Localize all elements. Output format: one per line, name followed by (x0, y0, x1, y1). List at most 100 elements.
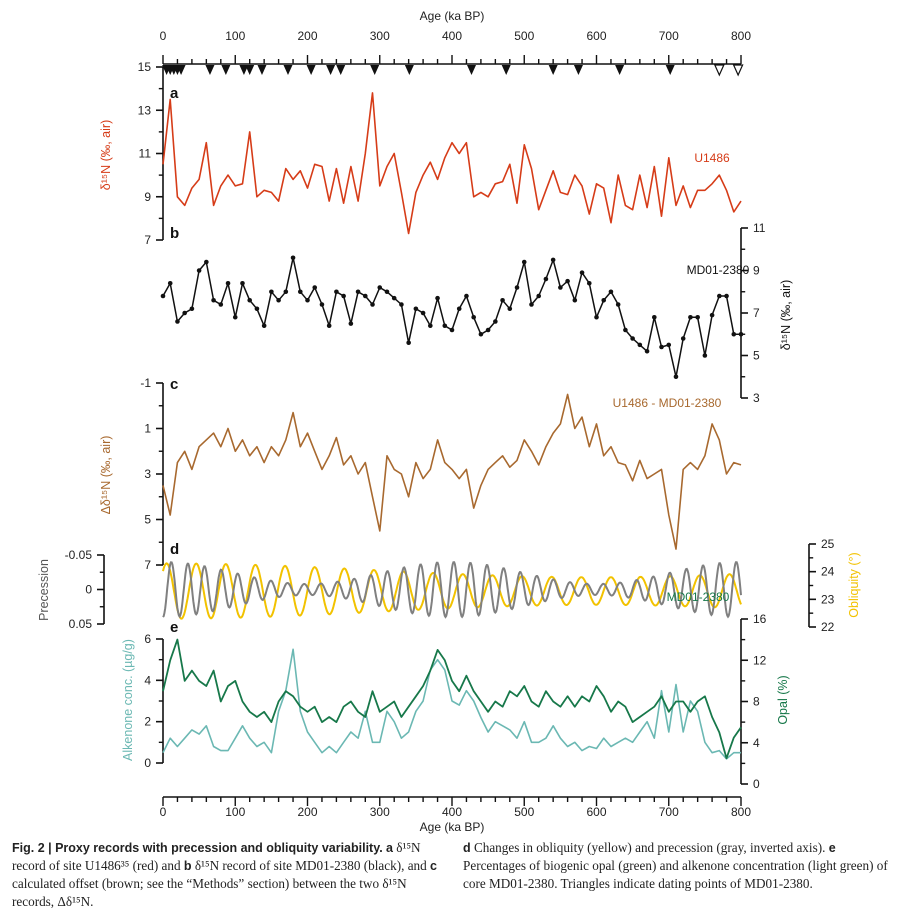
md01-2380-data-point (695, 314, 700, 320)
md01-2380-data-point (521, 259, 527, 265)
top-age-axis-tick-label: 400 (442, 29, 462, 43)
bottom-age-axis-tick-label: 800 (731, 805, 751, 819)
md01-2380-data-point (644, 348, 650, 354)
md01-2380-data-point (276, 297, 281, 303)
panel-letter-c: c (170, 376, 178, 393)
md01-2380-data-point (558, 285, 563, 290)
alkenone-axis-tick-label: 4 (144, 673, 151, 687)
panel-letter-a: a (170, 85, 179, 102)
bottom-age-axis-tick-label: 0 (160, 805, 167, 819)
alkenone-axis-tick-label: 0 (144, 756, 151, 770)
panel-letter-e: e (170, 619, 178, 636)
md01-2380-data-point (717, 293, 722, 299)
md01-2380-data-point (464, 293, 469, 299)
md01-2380-data-point (247, 297, 252, 303)
bottom-age-axis-tick-label: 200 (297, 805, 317, 819)
md01-2380-data-point (738, 331, 744, 337)
md01-2380-data-point (370, 302, 375, 307)
top-age-axis-tick-label: 800 (731, 29, 751, 43)
md01-2380-data-point (312, 285, 318, 290)
panel-letter-b: b (170, 225, 179, 242)
panel-b-y-axis-tick-label: 9 (753, 264, 760, 278)
caption-label-e: e (828, 841, 836, 855)
md01-2380-data-point (456, 306, 462, 312)
opal-axis-title: Opal (%) (776, 675, 790, 724)
md01-2380-series-label: MD01-2380 (687, 263, 750, 277)
panel-letter-d: d (170, 541, 179, 558)
md01-2380-data-point (673, 374, 679, 380)
md01-2380-data-point (579, 270, 585, 275)
panel-b-y-axis-tick-label: 5 (753, 349, 760, 363)
caption-text-b: δ¹⁵N record of site MD01-2380 (black), a… (194, 858, 427, 873)
precession-line (162, 561, 742, 619)
md01-2380-data-point (355, 289, 361, 295)
md01-2380-data-point (334, 289, 339, 295)
panel-a-y-axis-tick-label: 9 (144, 190, 151, 204)
caption-text-c: calculated offset (brown; see the “Metho… (12, 876, 407, 909)
panel-b-y-axis-tick-label: 3 (753, 391, 760, 405)
md01-2380-data-point (261, 323, 267, 329)
dating-point-filled-triangle (245, 65, 255, 75)
md01-2380-data-point (326, 323, 332, 329)
md01-2380-data-point (363, 293, 368, 299)
md01-2380-data-point (341, 293, 346, 299)
panel-a-y-axis-tick-label: 15 (138, 60, 152, 74)
caption-label-b: b (183, 859, 192, 873)
md01-2380-data-point (471, 314, 476, 320)
md01-2380-data-point (225, 280, 231, 286)
dating-point-filled-triangle (326, 65, 336, 75)
md01-2380-data-point (232, 314, 238, 320)
top-age-axis-tick-label: 300 (370, 29, 390, 43)
md01-2380-data-point (543, 276, 549, 282)
md01-2380-data-point (601, 297, 607, 303)
panel-a-y-axis-tick-label: 7 (144, 233, 151, 247)
md01-2380-data-point (493, 319, 498, 324)
md01-2380-data-point (348, 321, 354, 326)
md01-2380-data-point (630, 336, 635, 341)
md01-2380-data-point (572, 297, 578, 303)
dating-point-filled-triangle (615, 65, 625, 75)
dating-point-filled-triangle (665, 65, 675, 75)
figure-caption: Fig. 2 | Proxy records with precession a… (12, 839, 892, 911)
obliquity-axis-tick-label: 23 (821, 592, 835, 606)
alkenone-concentration-line (162, 648, 741, 760)
md01-2380-data-point (290, 255, 296, 261)
caption-title: Fig. 2 | Proxy records with precession a… (12, 841, 383, 855)
md01-2380-data-point (680, 336, 686, 341)
top-age-axis-title: Age (ka BP) (420, 9, 485, 23)
caption-text-d: Changes in obliquity (yellow) and preces… (473, 840, 826, 855)
alkenone-axis-tick-label: 6 (144, 632, 151, 646)
dating-point-filled-triangle (573, 65, 583, 75)
md01-2380-data-point (594, 314, 599, 320)
panel-c-y-axis-title: Δδ¹⁵N (‰, air) (99, 436, 113, 515)
opal-axis-tick-label: 12 (753, 653, 767, 667)
md01-2380-data-point (507, 306, 513, 312)
alkenone-axis-tick-label: 2 (144, 715, 151, 729)
dating-point-filled-triangle (336, 65, 346, 75)
dating-point-filled-triangle (283, 65, 293, 75)
caption-text-a: δ¹⁵N record of site U1486³⁵ (red) and (12, 840, 421, 873)
md01-2380-data-point (196, 268, 202, 273)
obliquity-line (162, 562, 742, 620)
md01-2380-data-point (514, 285, 520, 290)
md01-2380-data-point (550, 257, 556, 263)
panel-b-y-axis-title: δ¹⁵N (‰, air) (779, 280, 793, 350)
dating-point-filled-triangle (467, 65, 477, 75)
precession-axis-tick-label: -0.05 (65, 548, 93, 562)
precession-axis-tick-label: 0 (85, 583, 92, 597)
panel-a-y-axis-title: δ¹⁵N (‰, air) (99, 120, 113, 190)
dating-point-filled-triangle (404, 65, 414, 75)
md01-2380-data-point (377, 285, 383, 290)
md01-2380-data-point (305, 297, 310, 303)
panel-e-series-label: MD01-2380 (667, 590, 730, 604)
obliquity-axis-title: Obliquity (°) (847, 552, 861, 617)
md01-2380-data-point (269, 289, 274, 295)
panel-a-y-axis-tick-label: 11 (139, 147, 152, 161)
md01-2380-data-point (637, 342, 643, 348)
md01-2380-data-point (204, 259, 209, 265)
md01-2380-data-point (167, 280, 173, 286)
caption-right: d Changes in obliquity (yellow) and prec… (463, 839, 892, 911)
bottom-age-axis-tick-label: 300 (370, 805, 390, 819)
caption-text-e: Percentages of biogenic opal (green) and… (463, 858, 888, 891)
